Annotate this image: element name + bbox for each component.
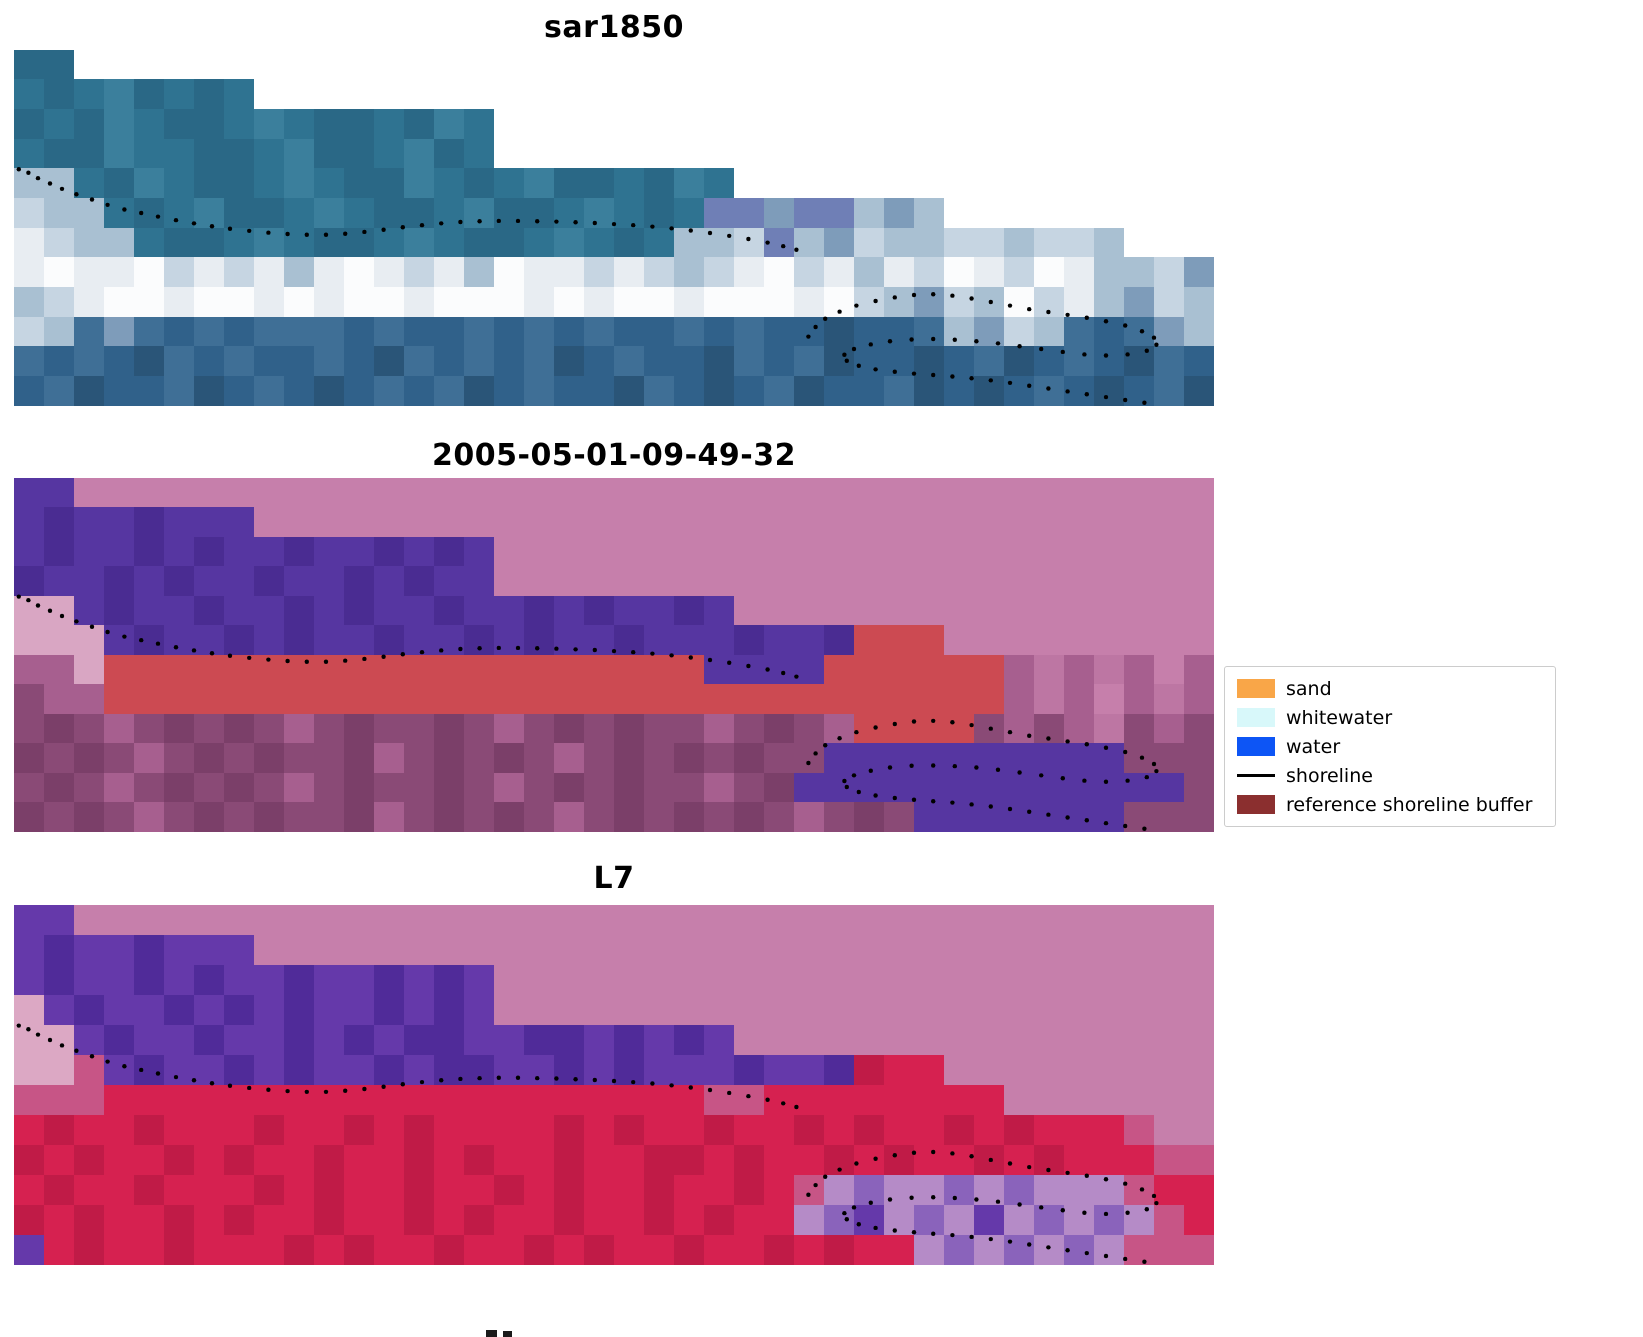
shoreline-line-swatch <box>1237 774 1275 777</box>
legend-row-whitewater: whitewater <box>1237 703 1543 732</box>
legend-label-whitewater: whitewater <box>1286 706 1393 729</box>
legend-label-buffer: reference shoreline buffer <box>1286 793 1533 816</box>
legend: sand whitewater water shoreline referenc… <box>1224 666 1556 827</box>
panel-title-l7: L7 <box>593 861 635 896</box>
legend-label-sand: sand <box>1286 677 1332 700</box>
panel-title-sar1850: sar1850 <box>544 10 684 45</box>
panel-image-sar1850 <box>14 50 1214 406</box>
water-swatch <box>1237 737 1275 756</box>
reference-buffer-swatch <box>1237 795 1275 814</box>
clipped-text-fragment <box>503 1331 512 1337</box>
legend-row-sand: sand <box>1237 674 1543 703</box>
legend-row-water: water <box>1237 732 1543 761</box>
legend-row-buffer: reference shoreline buffer <box>1237 790 1543 819</box>
panel-image-classification <box>14 478 1214 832</box>
clipped-text-fragment <box>486 1330 497 1337</box>
whitewater-swatch <box>1237 708 1275 727</box>
panel-image-l7 <box>14 905 1214 1265</box>
sand-swatch <box>1237 679 1275 698</box>
panel-title-timestamp: 2005-05-01-09-49-32 <box>432 438 796 473</box>
legend-label-shoreline: shoreline <box>1286 764 1373 787</box>
legend-label-water: water <box>1286 735 1341 758</box>
legend-row-shoreline: shoreline <box>1237 761 1543 790</box>
